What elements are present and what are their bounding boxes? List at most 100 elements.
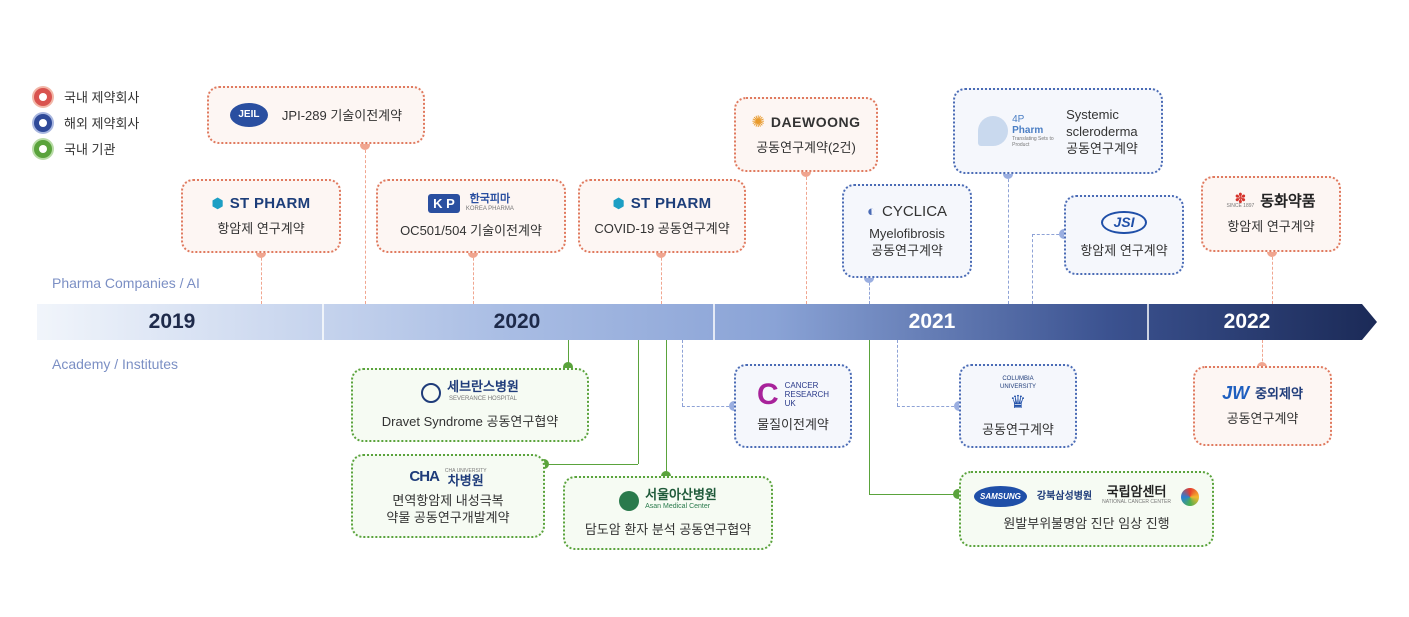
legend-label: 국내 기관 xyxy=(64,142,116,157)
card-daewoong: ✺ DAEWOONG 공동연구계약(2건) xyxy=(734,97,878,172)
connector-severance xyxy=(568,340,569,368)
card-text: 물질이전계약 xyxy=(757,416,829,432)
connector-jsi-vertical xyxy=(1032,234,1033,304)
logo-text: NATIONAL CANCER CENTER xyxy=(1102,498,1171,505)
ncc-logo-icon xyxy=(1181,487,1199,506)
red-dot-icon xyxy=(34,87,52,106)
cancer-research-logo: C CANCER RESEARCH UK xyxy=(756,377,830,411)
logo-text: COLUMBIA xyxy=(1002,375,1034,382)
cyclica-logo-icon: ◐ xyxy=(866,203,877,220)
connector-4p xyxy=(1008,174,1009,304)
stpharm-logo: ⬢ ST PHARM xyxy=(212,195,311,212)
stpharm-logo-icon: ⬢ xyxy=(211,195,224,211)
card-text-line1: Systemic xyxy=(1066,106,1119,122)
card-text-line1: 면역항암제 내성극복 xyxy=(392,493,504,508)
legend-item-foreign-pharma: 해외 제약회사 xyxy=(34,113,139,132)
logo-text: SEVERANCE HOSPITAL xyxy=(449,395,517,402)
logo-tagline: SINCE 1897 xyxy=(1226,202,1255,209)
severance-logo: 세브란스병원 SEVERANCE HOSPITAL xyxy=(421,378,519,405)
card-text-line2: 공동연구계약 xyxy=(871,243,943,258)
connector-stpharm2 xyxy=(661,253,662,304)
legend-label: 국내 제약회사 xyxy=(64,90,140,105)
card-kp: K P 한국피마 KOREA PHARMA OC501/504 기술이전계약 xyxy=(376,179,566,253)
timeline-bar: 2019 2020 2021 2022 xyxy=(37,304,1377,340)
card-text: 공동연구계약 xyxy=(1226,411,1299,426)
logo-text: ST PHARM xyxy=(229,195,311,212)
connector-daewoong xyxy=(806,172,807,304)
logo-text: JSI xyxy=(1101,211,1147,234)
legend-item-domestic-pharma: 국내 제약회사 xyxy=(34,87,139,106)
card-text-line3: 공동연구계약 xyxy=(1066,140,1138,156)
card-text: 원발부위불명암 진단 임상 진행 xyxy=(1003,516,1170,531)
card-jw: JW 중외제약 공동연구계약 xyxy=(1193,366,1332,446)
asan-logo: 서울아산병원 Asan Medical Center xyxy=(619,486,717,513)
card-asan: 서울아산병원 Asan Medical Center 담도암 환자 분석 공동연… xyxy=(563,476,773,550)
connector-columbia-horizontal xyxy=(897,406,959,407)
cha-logo: CHA CHA UNIVERSITY 차병원 xyxy=(409,466,487,488)
logo-text: CANCER xyxy=(784,381,819,390)
card-text: 공동연구계약(2건) xyxy=(756,139,856,155)
connector-asan xyxy=(666,340,667,476)
card-cyclica: ◐ CYCLICA Myelofibrosis 공동연구계약 xyxy=(842,184,972,278)
card-text: OC501/504 기술이전계약 xyxy=(400,222,542,238)
connector-dongwha xyxy=(1272,252,1273,304)
severance-logo-icon xyxy=(421,382,442,403)
year-2021: 2021 xyxy=(908,310,956,333)
logo-text: 차병원 xyxy=(447,473,484,488)
logo-text: RESEARCH xyxy=(784,390,830,399)
crown-icon: ♛ xyxy=(1009,391,1027,412)
4p-logo-shape xyxy=(978,116,1009,146)
card-text-line2: scleroderma xyxy=(1066,123,1138,139)
logo-text: 서울아산병원 xyxy=(645,486,717,502)
logo-text: ST PHARM xyxy=(630,195,712,212)
logo-text: 중외제약 xyxy=(1255,386,1303,401)
academy-section-label: Academy / Institutes xyxy=(52,356,179,372)
blue-dot-icon xyxy=(34,113,52,132)
card-jsi: JSI 항암제 연구계약 xyxy=(1064,195,1184,275)
kp-logo: K P 한국피마 KOREA PHARMA xyxy=(428,192,514,214)
card-text: COVID-19 공동연구계약 xyxy=(594,221,730,236)
connector-samsung-horizontal xyxy=(869,494,959,495)
cancer-research-logo-icon: C xyxy=(756,377,779,411)
logo-text: 국립암센터 xyxy=(1106,483,1167,499)
connector-cha-vertical xyxy=(638,340,639,464)
card-samsung-ncc: SAMSUNG 강북삼성병원 국립암센터 NATIONAL CANCER CEN… xyxy=(959,471,1214,547)
card-text: 담도암 환자 분석 공동연구협약 xyxy=(584,521,752,537)
logo-text: DAEWOONG xyxy=(770,113,861,130)
year-2020: 2020 xyxy=(493,310,541,333)
dongwha-logo: ✽ SINCE 1897 동화약품 xyxy=(1226,189,1316,211)
card-columbia: COLUMBIA UNIVERSITY ♛ 공동연구계약 xyxy=(959,364,1077,448)
stpharm-logo: ⬢ ST PHARM xyxy=(613,195,712,212)
connector-dot xyxy=(656,248,666,258)
columbia-logo: COLUMBIA UNIVERSITY ♛ xyxy=(1000,375,1036,413)
card-text: 항암제 연구계약 xyxy=(1227,219,1315,234)
legend-item-domestic-institute: 국내 기관 xyxy=(34,139,115,158)
card-text: 공동연구계약 xyxy=(982,421,1054,437)
samsung-logo: SAMSUNG xyxy=(974,486,1027,507)
4p-logo: 4P Pharm Translating Sets to Product xyxy=(978,114,1054,148)
connector-jeil xyxy=(365,145,366,304)
logo-text: 동화약품 xyxy=(1260,193,1316,210)
kp-logo-korean: 한국피마 xyxy=(469,192,511,205)
logo-tagline: Translating Sets to Product xyxy=(1012,136,1054,148)
green-dot-icon xyxy=(34,139,52,158)
logo-tagline: CHA UNIVERSITY xyxy=(444,468,487,474)
connector-dot xyxy=(801,167,811,177)
connector-jsi-horizontal xyxy=(1032,234,1064,235)
connector-stpharm1 xyxy=(261,253,262,304)
connector-cyclica xyxy=(869,278,870,304)
card-dongwha: ✽ SINCE 1897 동화약품 항암제 연구계약 xyxy=(1201,176,1341,252)
jeil-logo: JEIL xyxy=(229,103,268,127)
logo-text: JW xyxy=(1222,383,1250,403)
logo-text: 세브란스병원 xyxy=(447,378,519,394)
card-text-line2: 약물 공동연구개발계약 xyxy=(386,510,510,525)
connector-samsung-vertical xyxy=(869,340,870,495)
jw-logo: JW 중외제약 xyxy=(1222,383,1303,403)
logo-text: Asan Medical Center xyxy=(645,502,711,510)
connector-cancer-uk-horizontal xyxy=(682,406,734,407)
card-text: 항암제 연구계약 xyxy=(217,221,305,236)
card-text: Dravet Syndrome 공동연구협약 xyxy=(381,413,559,429)
stpharm-logo-icon: ⬢ xyxy=(612,195,625,211)
logo-text: CHA xyxy=(409,467,439,485)
dongwha-logo-icon: ✽ xyxy=(1234,189,1247,206)
